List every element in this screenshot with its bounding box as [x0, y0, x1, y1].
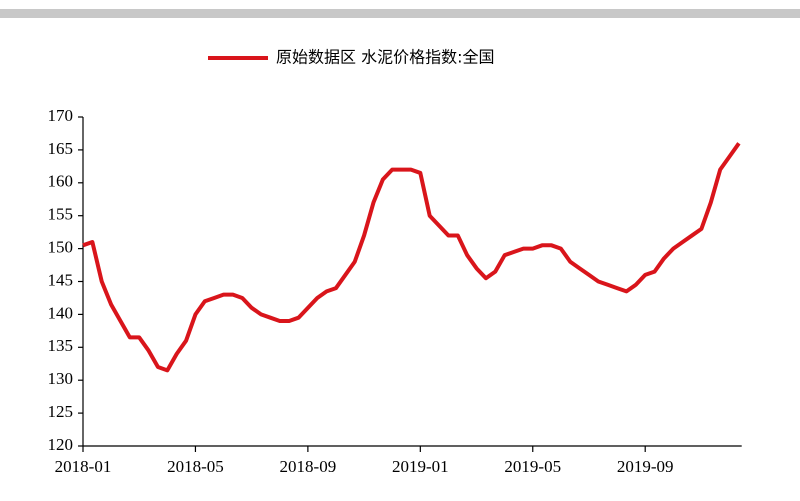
x-tick-label: 2018-01	[55, 457, 112, 476]
y-tick-label: 125	[48, 402, 74, 421]
top-bar	[0, 9, 800, 18]
x-tick-label: 2019-05	[504, 457, 561, 476]
y-tick-label: 150	[48, 238, 74, 257]
x-tick-label: 2018-05	[167, 457, 224, 476]
y-tick-label: 160	[48, 172, 74, 191]
y-tick-label: 155	[48, 205, 74, 224]
legend-text: 原始数据区 水泥价格指数:全国	[276, 48, 494, 67]
x-tick-label: 2018-09	[280, 457, 337, 476]
y-tick-label: 165	[48, 139, 74, 158]
y-tick-label: 135	[48, 336, 74, 355]
y-tick-label: 120	[48, 435, 74, 454]
x-tick-label: 2019-09	[617, 457, 674, 476]
y-tick-label: 140	[48, 303, 74, 322]
y-tick-label: 130	[48, 369, 74, 388]
line-series	[82, 142, 741, 373]
y-tick-label: 145	[48, 270, 74, 289]
y-tick-label: 170	[48, 106, 74, 125]
x-tick-label: 2019-01	[392, 457, 449, 476]
